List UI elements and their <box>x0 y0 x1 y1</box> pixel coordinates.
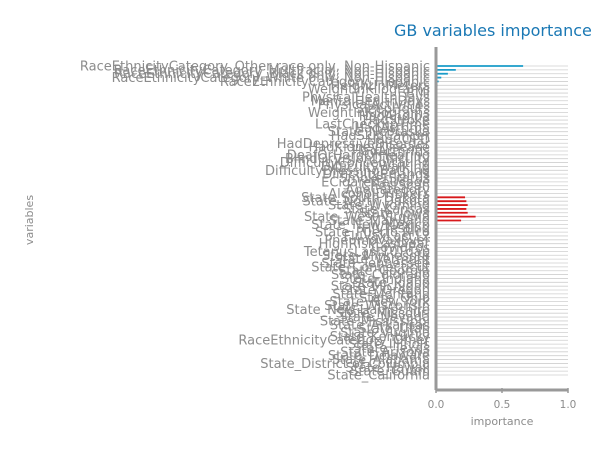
category-label: State_South Dakota <box>301 191 430 206</box>
category-label: State_New Mexico <box>311 218 430 233</box>
category-label: WeightInKilograms <box>308 106 430 121</box>
category-label: State_Guam <box>350 365 430 380</box>
category-label: HeightInMeters <box>331 79 431 94</box>
category-label: State_Iowa <box>359 206 430 221</box>
category-label: State_District of Columbia <box>260 357 430 372</box>
category-label: AlcoholDrinkers <box>328 187 430 202</box>
category-label: RaceEthnicityCategory_Black only, Non-Hi… <box>114 67 430 82</box>
category-label: BMI <box>406 87 430 102</box>
category-label: State_Oregon <box>341 284 430 299</box>
category-label: RaceEthnicityCategory_Hispanic <box>220 75 430 90</box>
category-label: State_Puerto Rico <box>315 226 430 241</box>
category-labels-group: RaceEthnicityCategory_Other race only, N… <box>80 60 431 384</box>
category-label: BlindOrVisionDifficulty <box>285 152 430 167</box>
category-label: State_New Hampshire <box>286 303 430 318</box>
category-label: State_Kansas <box>343 202 430 217</box>
category-label: State_Maryland <box>329 214 430 229</box>
x-tick-label: 0.0 <box>428 399 445 411</box>
category-label: State_Nevada <box>339 311 430 326</box>
category-label: RaceEthnicityCategory_Multiracial, Non-H… <box>114 63 430 78</box>
category-label: RaceEthnicityCategory_Other <box>238 334 430 349</box>
category-label: HadKidneyDisease <box>309 141 430 156</box>
category-label: HighRiskLastYear <box>319 237 431 252</box>
category-label: State_Utah <box>358 322 430 337</box>
x-tick-label: 0.5 <box>494 399 511 411</box>
category-label: State_Mississippi <box>320 314 430 329</box>
category-label: CovidPos <box>371 241 430 256</box>
category-label: State_Hawaii <box>346 361 430 376</box>
category-label: State_North Dakota <box>303 195 430 210</box>
category-label: State_Colorado <box>331 268 430 283</box>
category-label: State_California <box>327 369 430 384</box>
category-label: State_Minnesota <box>322 249 430 264</box>
x-ticks-group: 0.0 0.5 1.0 <box>428 388 577 411</box>
grid-lines <box>436 65 568 376</box>
category-label: State_Tennessee <box>321 256 430 271</box>
category-label: State_Connecticut <box>311 260 430 275</box>
category-label: FluVaxLast12 <box>344 229 431 244</box>
category-label: State_Nebraska <box>328 125 430 140</box>
category-label: HadAngina <box>359 110 430 125</box>
category-label: RaceEthnicityCategory_Other race only, N… <box>80 60 430 75</box>
category-label: DifficultyConcentrating <box>280 156 430 171</box>
category-label: State_Delaware <box>328 349 430 364</box>
category-label: DifficultyWalking <box>321 160 430 175</box>
category-label: TetanusLast10Tdap <box>303 245 430 260</box>
category-label: PneumoVaxEver <box>325 233 431 248</box>
category-label: HIVTesting <box>362 222 430 237</box>
category-label: State_Wyoming <box>328 199 430 214</box>
category-label: State_Montana <box>332 287 430 302</box>
category-label: State_Arizona <box>340 345 430 360</box>
category-label: HadSkinCancer <box>331 129 431 144</box>
category-label: HadAsthma <box>354 121 430 136</box>
category-label: State_Vermont <box>334 253 430 268</box>
chart-title: GB variables importance <box>394 21 592 40</box>
x-tick-label: 1.0 <box>560 399 577 411</box>
category-label: State_Idaho <box>353 276 430 291</box>
category-label: SleepHours <box>356 102 430 117</box>
category-label: HadArthritis <box>352 144 430 159</box>
category-label: DifficultyErrands <box>322 168 430 183</box>
category-label: State_Georgia <box>338 264 430 279</box>
category-label: RaceEthnicityCategory_White only, Non-Hi… <box>112 71 430 86</box>
category-label: HadDepressiveDisorder <box>277 137 431 152</box>
category-label: State_Arkansas <box>330 318 430 333</box>
category-label: ChestScan <box>361 179 430 194</box>
category-label: ECigaretteUsage <box>321 175 430 190</box>
category-label: State_Indiana <box>341 272 430 287</box>
category-label: PhysicalHealthDays <box>302 90 430 105</box>
category-label: State_Michigan <box>331 280 430 295</box>
category-label: State_Wisconsin <box>324 299 430 314</box>
category-label: AgeCategory <box>345 183 430 198</box>
category-label: State_Illinois <box>348 338 430 353</box>
category-label: HadCOPD <box>367 133 430 148</box>
category-label: DifficultyDressingBathing <box>265 164 430 179</box>
category-label: HadStroke <box>363 114 430 129</box>
category-label: State_Kentucky <box>330 330 431 345</box>
category-label: State_Texas <box>353 341 430 356</box>
category-label: State_Virginia <box>340 326 430 341</box>
category-label: State_Missouri <box>336 307 430 322</box>
y-axis-title: variables <box>23 195 36 245</box>
category-label: DeafOrHardOfHearing <box>287 148 430 163</box>
category-label: LastCheckupTime <box>315 117 430 132</box>
category-label: PhysicalActivities <box>318 98 430 113</box>
category-label: SmokerStatus <box>339 172 430 187</box>
x-axis-title: importance <box>471 415 534 428</box>
category-label: State_Ohio <box>359 291 430 306</box>
category-label: State_West Virginia <box>304 210 430 225</box>
category-label: State_New York <box>330 295 431 310</box>
category-label: MentalHealthDays <box>311 94 430 109</box>
category-label: WeightInKilograms <box>308 83 430 98</box>
category-label: State_Alabama <box>332 353 430 368</box>
